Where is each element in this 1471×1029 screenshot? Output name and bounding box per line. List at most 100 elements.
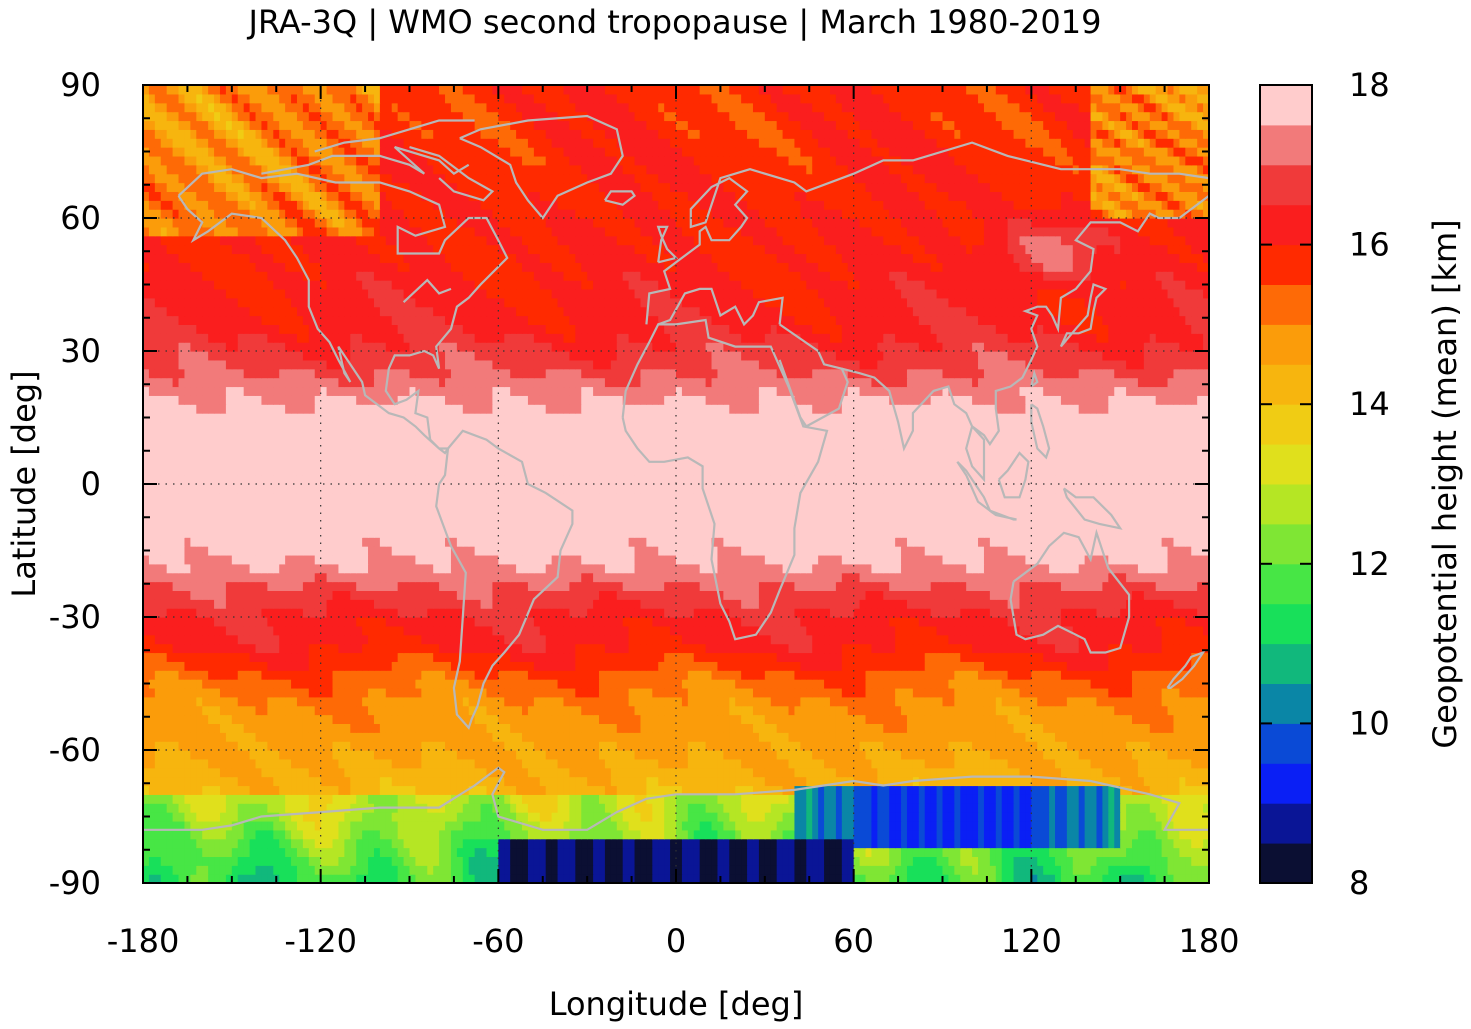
heatmap-cell [1085, 723, 1092, 732]
heatmap-cell [451, 741, 458, 750]
heatmap-cell [735, 715, 742, 724]
heatmap-cell [860, 635, 867, 644]
heatmap-cell [972, 732, 979, 741]
heatmap-cell [836, 803, 843, 812]
heatmap-cell [356, 812, 363, 821]
heatmap-cell [226, 865, 233, 874]
heatmap-cell [925, 794, 932, 803]
heatmap-cell [860, 759, 867, 768]
heatmap-cell [990, 741, 997, 750]
heatmap-cell [741, 839, 748, 848]
heatmap-cell [943, 856, 950, 865]
heatmap-cell [273, 768, 280, 777]
heatmap-cell [563, 856, 570, 865]
heatmap-cell [297, 688, 304, 697]
heatmap-cell [1168, 652, 1175, 661]
heatmap-cell [1079, 706, 1086, 715]
heatmap-cell [623, 812, 630, 821]
heatmap-cell [1162, 856, 1169, 865]
heatmap-cell [333, 652, 340, 661]
heatmap-cell [913, 697, 920, 706]
heatmap-cell [575, 803, 582, 812]
heatmap-cell [717, 856, 724, 865]
heatmap-cell [599, 830, 606, 839]
heatmap-cell [439, 785, 446, 794]
heatmap-cell [984, 679, 991, 688]
heatmap-cell [558, 830, 565, 839]
heatmap-cell [759, 715, 766, 724]
heatmap-cell [1168, 697, 1175, 706]
heatmap-cell [256, 785, 263, 794]
heatmap-cell [190, 635, 197, 644]
heatmap-cell [279, 652, 286, 661]
heatmap-cell [1138, 670, 1145, 679]
heatmap-cell [386, 679, 393, 688]
heatmap-cell [1049, 856, 1056, 865]
heatmap-cell [830, 688, 837, 697]
heatmap-cell [1144, 777, 1151, 786]
heatmap-cell [777, 856, 784, 865]
heatmap-cell [848, 830, 855, 839]
heatmap-cell [1197, 768, 1204, 777]
heatmap-cell [321, 839, 328, 848]
heatmap-cell [996, 803, 1003, 812]
heatmap-cell [836, 635, 843, 644]
heatmap-cell [1061, 785, 1068, 794]
heatmap-cell [676, 821, 683, 830]
heatmap-cell [777, 741, 784, 750]
heatmap-cell [931, 661, 938, 670]
heatmap-cell [913, 848, 920, 857]
heatmap-cell [534, 759, 541, 768]
heatmap-cell [1138, 741, 1145, 750]
heatmap-cell [765, 732, 772, 741]
heatmap-cell [291, 848, 298, 857]
heatmap-cell [179, 670, 186, 679]
heatmap-cell [1144, 741, 1151, 750]
heatmap-cell [954, 830, 961, 839]
heatmap-cell [528, 803, 535, 812]
heatmap-cell [871, 715, 878, 724]
heatmap-cell [937, 856, 944, 865]
heatmap-cell [250, 830, 257, 839]
heatmap-cell [1049, 688, 1056, 697]
heatmap-cell [694, 715, 701, 724]
heatmap-cell [179, 865, 186, 874]
heatmap-cell [652, 750, 659, 759]
heatmap-cell [1144, 723, 1151, 732]
heatmap-cell [427, 839, 434, 848]
heatmap-cell [368, 697, 375, 706]
heatmap-cell [344, 652, 351, 661]
heatmap-cell [717, 670, 724, 679]
heatmap-cell [256, 644, 263, 653]
heatmap-cell [1002, 865, 1009, 874]
heatmap-cell [913, 759, 920, 768]
heatmap-cell [1168, 839, 1175, 848]
heatmap-cell [569, 679, 576, 688]
heatmap-cell [996, 679, 1003, 688]
heatmap-cell [1168, 768, 1175, 777]
heatmap-cell [1014, 865, 1021, 874]
heatmap-cell [605, 679, 612, 688]
heatmap-cell [688, 652, 695, 661]
heatmap-cell [1091, 679, 1098, 688]
heatmap-cell [688, 706, 695, 715]
heatmap-cell [605, 715, 612, 724]
heatmap-cell [729, 644, 736, 653]
heatmap-cell [338, 706, 345, 715]
heatmap-cell [860, 812, 867, 821]
heatmap-cell [350, 856, 357, 865]
heatmap-cell [830, 856, 837, 865]
heatmap-cell [676, 768, 683, 777]
heatmap-cell [871, 670, 878, 679]
heatmap-cell [232, 661, 239, 670]
heatmap-cell [860, 830, 867, 839]
heatmap-cell [771, 865, 778, 874]
heatmap-cell [617, 759, 624, 768]
heatmap-cell [303, 679, 310, 688]
heatmap-cell [516, 759, 523, 768]
heatmap-cell [303, 768, 310, 777]
heatmap-cell [481, 661, 488, 670]
heatmap-cell [1073, 821, 1080, 830]
heatmap-cell [753, 830, 760, 839]
heatmap-cell [1079, 652, 1086, 661]
